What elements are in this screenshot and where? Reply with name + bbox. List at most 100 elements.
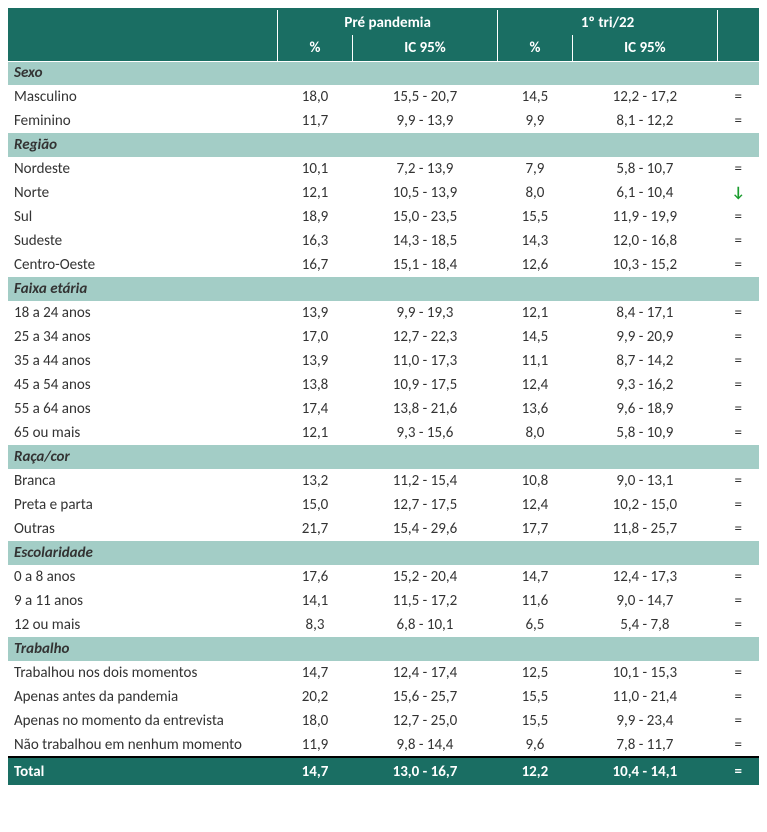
trend-symbol: = [717,517,759,541]
p1-ic: 7,2 - 13,9 [352,157,497,181]
p2-ic: 9,0 - 14,7 [572,589,717,613]
group-row: Raça/cor [8,445,759,469]
group-title: Trabalho [8,637,759,661]
p2-pct: 11,1 [498,349,573,373]
group-row: Região [8,133,759,157]
p1-ic: 11,5 - 17,2 [352,589,497,613]
group-title: Faixa etária [8,277,759,301]
total-row: Total 14,7 13,0 - 16,7 12,2 10,4 - 14,1 … [8,757,759,785]
p1-pct: 20,2 [278,685,353,709]
p2-pct: 8,0 [498,421,573,445]
table-row: Sul18,915,0 - 23,515,511,9 - 19,9= [8,205,759,229]
table-row: 18 a 24 anos13,99,9 - 19,312,18,4 - 17,1… [8,301,759,325]
header-row-sub: % IC 95% % IC 95% [8,35,759,61]
p1-pct: 16,7 [278,253,353,277]
p2-ic: 9,6 - 18,9 [572,397,717,421]
total-p1-ic: 13,0 - 16,7 [352,757,497,785]
p1-ic: 9,9 - 19,3 [352,301,497,325]
p2-ic: 11,9 - 19,9 [572,205,717,229]
group-title: Região [8,133,759,157]
p2-pct: 14,3 [498,229,573,253]
trend-symbol: = [717,373,759,397]
row-label: Apenas antes da pandemia [8,685,278,709]
p2-ic: 10,2 - 15,0 [572,493,717,517]
trend-symbol: = [717,157,759,181]
p2-pct: 8,0 [498,181,573,205]
total-p2-ic: 10,4 - 14,1 [572,757,717,785]
p1-ic: 11,0 - 17,3 [352,349,497,373]
table-row: 45 a 54 anos13,810,9 - 17,512,49,3 - 16,… [8,373,759,397]
trend-symbol: = [717,301,759,325]
p1-pct: 17,0 [278,325,353,349]
header-p1-pct: % [278,35,353,61]
p2-ic: 6,1 - 10,4 [572,181,717,205]
p2-ic: 5,4 - 7,8 [572,613,717,637]
row-label: Masculino [8,85,278,109]
p2-ic: 9,9 - 20,9 [572,325,717,349]
p2-ic: 10,1 - 15,3 [572,661,717,685]
total-label: Total [8,757,278,785]
p1-ic: 15,2 - 20,4 [352,565,497,589]
trend-symbol: = [717,685,759,709]
p2-pct: 15,5 [498,205,573,229]
p1-pct: 14,7 [278,661,353,685]
p2-pct: 7,9 [498,157,573,181]
p2-pct: 9,9 [498,109,573,133]
row-label: 35 a 44 anos [8,349,278,373]
table-row: Trabalhou nos dois momentos14,712,4 - 17… [8,661,759,685]
p1-ic: 11,2 - 15,4 [352,469,497,493]
p1-ic: 15,0 - 23,5 [352,205,497,229]
trend-symbol: = [717,733,759,757]
p2-pct: 6,5 [498,613,573,637]
p1-pct: 8,3 [278,613,353,637]
p2-pct: 14,7 [498,565,573,589]
p2-pct: 14,5 [498,85,573,109]
header-period2: 1º tri/22 [498,9,718,35]
table-row: 9 a 11 anos14,111,5 - 17,211,69,0 - 14,7… [8,589,759,613]
table-row: Preta e parta15,012,7 - 17,512,410,2 - 1… [8,493,759,517]
p2-pct: 10,8 [498,469,573,493]
group-row: Escolaridade [8,541,759,565]
p2-ic: 7,8 - 11,7 [572,733,717,757]
row-label: 65 ou mais [8,421,278,445]
p2-ic: 11,8 - 25,7 [572,517,717,541]
p1-pct: 13,9 [278,349,353,373]
p1-ic: 10,5 - 13,9 [352,181,497,205]
p2-ic: 8,7 - 14,2 [572,349,717,373]
table-row: Masculino18,015,5 - 20,714,512,2 - 17,2= [8,85,759,109]
p1-ic: 15,5 - 20,7 [352,85,497,109]
trend-symbol: ↓ [717,181,759,205]
p2-pct: 9,6 [498,733,573,757]
row-label: Branca [8,469,278,493]
p1-pct: 12,1 [278,181,353,205]
p1-pct: 18,0 [278,709,353,733]
p1-pct: 11,7 [278,109,353,133]
p1-pct: 11,9 [278,733,353,757]
header-period1: Pré pandemia [278,9,498,35]
p1-pct: 18,0 [278,85,353,109]
p1-ic: 12,7 - 22,3 [352,325,497,349]
table-row: Norte12,110,5 - 13,98,06,1 - 10,4↓ [8,181,759,205]
group-row: Faixa etária [8,277,759,301]
p1-ic: 12,7 - 17,5 [352,493,497,517]
p2-ic: 12,4 - 17,3 [572,565,717,589]
trend-symbol: = [717,349,759,373]
header-blank2 [8,35,278,61]
p1-ic: 15,1 - 18,4 [352,253,497,277]
p2-ic: 5,8 - 10,7 [572,157,717,181]
row-label: Nordeste [8,157,278,181]
trend-symbol: = [717,325,759,349]
trend-symbol: = [717,565,759,589]
header-row-periods: Pré pandemia 1º tri/22 [8,9,759,35]
p2-ic: 5,8 - 10,9 [572,421,717,445]
p2-ic: 9,0 - 13,1 [572,469,717,493]
header-blank-sym2 [717,35,759,61]
group-title: Escolaridade [8,541,759,565]
group-row: Trabalho [8,637,759,661]
trend-symbol: = [717,613,759,637]
row-label: 45 a 54 anos [8,373,278,397]
p1-pct: 15,0 [278,493,353,517]
p1-ic: 9,8 - 14,4 [352,733,497,757]
row-label: 9 a 11 anos [8,589,278,613]
group-title: Raça/cor [8,445,759,469]
